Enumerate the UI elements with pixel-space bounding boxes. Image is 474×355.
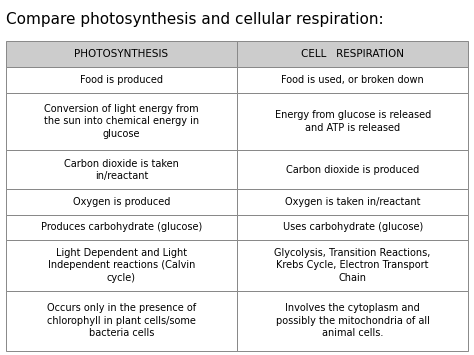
Text: Involves the cytoplasm and
possibly the mitochondria of all
animal cells.: Involves the cytoplasm and possibly the …	[276, 304, 429, 338]
Text: Compare photosynthesis and cellular respiration:: Compare photosynthesis and cellular resp…	[6, 12, 383, 27]
Text: Carbon dioxide is produced: Carbon dioxide is produced	[286, 165, 419, 175]
Text: Glycolysis, Transition Reactions,
Krebs Cycle, Electron Transport
Chain: Glycolysis, Transition Reactions, Krebs …	[274, 248, 431, 283]
Text: CELL   RESPIRATION: CELL RESPIRATION	[301, 49, 404, 59]
Text: Occurs only in the presence of
chlorophyll in plant cells/some
bacteria cells: Occurs only in the presence of chlorophy…	[47, 304, 196, 338]
Text: Light Dependent and Light
Independent reactions (Calvin
cycle): Light Dependent and Light Independent re…	[48, 248, 195, 283]
Text: Oxygen is produced: Oxygen is produced	[73, 197, 170, 207]
Text: Food is used, or broken down: Food is used, or broken down	[281, 75, 424, 85]
Text: Produces carbohydrate (glucose): Produces carbohydrate (glucose)	[41, 223, 202, 233]
Text: Uses carbohydrate (glucose): Uses carbohydrate (glucose)	[283, 223, 423, 233]
Text: Carbon dioxide is taken
in/reactant: Carbon dioxide is taken in/reactant	[64, 159, 179, 181]
Text: Conversion of light energy from
the sun into chemical energy in
glucose: Conversion of light energy from the sun …	[44, 104, 199, 139]
Text: Oxygen is taken in/reactant: Oxygen is taken in/reactant	[285, 197, 420, 207]
Text: PHOTOSYNTHESIS: PHOTOSYNTHESIS	[74, 49, 168, 59]
Text: Energy from glucose is released
and ATP is released: Energy from glucose is released and ATP …	[274, 110, 431, 133]
Text: Food is produced: Food is produced	[80, 75, 163, 85]
